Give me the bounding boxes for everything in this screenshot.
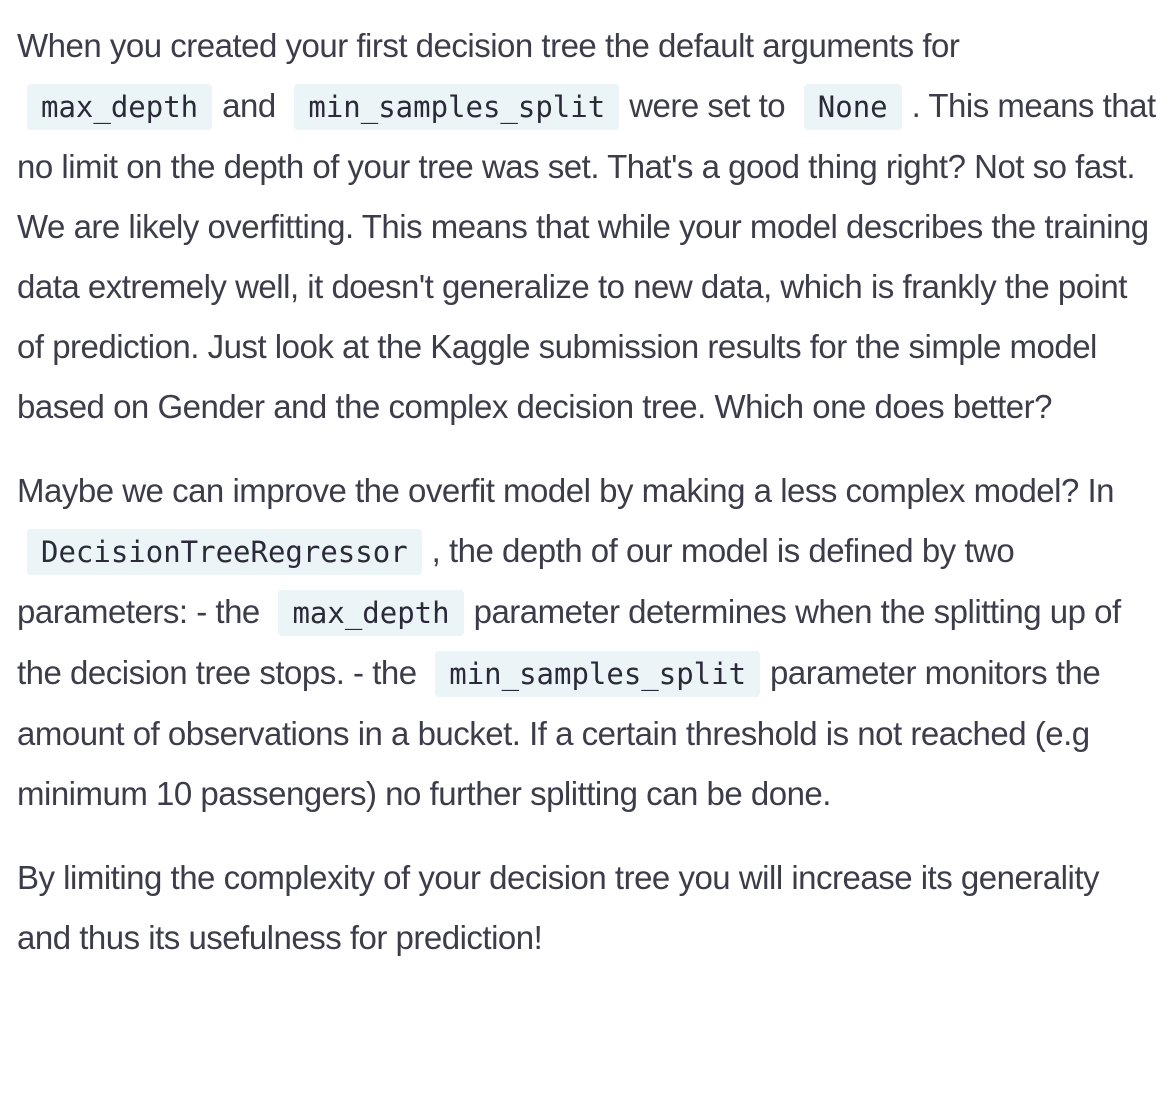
code-max-depth: max_depth <box>27 84 213 130</box>
text-segment: were set to <box>629 87 786 124</box>
code-decision-tree-regressor: DecisionTreeRegressor <box>27 529 422 575</box>
text-segment: Maybe we can improve the overfit model b… <box>17 472 1115 509</box>
text-segment: parameter determines when the splitting … <box>17 593 1121 691</box>
paragraph-conclusion: By limiting the complexity of your decis… <box>17 848 1156 968</box>
text-segment: When you created your first decision tre… <box>17 27 960 64</box>
text-segment: . This means that no limit on the depth … <box>17 87 1156 425</box>
code-min-samples-split: min_samples_split <box>435 651 761 697</box>
code-max-depth: max_depth <box>278 590 464 636</box>
paragraph-overfitting-intro: When you created your first decision tre… <box>17 16 1156 437</box>
code-none: None <box>803 84 902 130</box>
text-segment: parameter monitors the amount of observa… <box>17 654 1101 812</box>
text-segment: and <box>222 87 276 124</box>
code-min-samples-split: min_samples_split <box>294 84 620 130</box>
lesson-content: When you created your first decision tre… <box>17 16 1156 968</box>
text-segment: By limiting the complexity of your decis… <box>17 859 1099 956</box>
paragraph-parameters: Maybe we can improve the overfit model b… <box>17 461 1156 824</box>
text-segment: , the depth of our model is defined by t… <box>17 532 1015 630</box>
